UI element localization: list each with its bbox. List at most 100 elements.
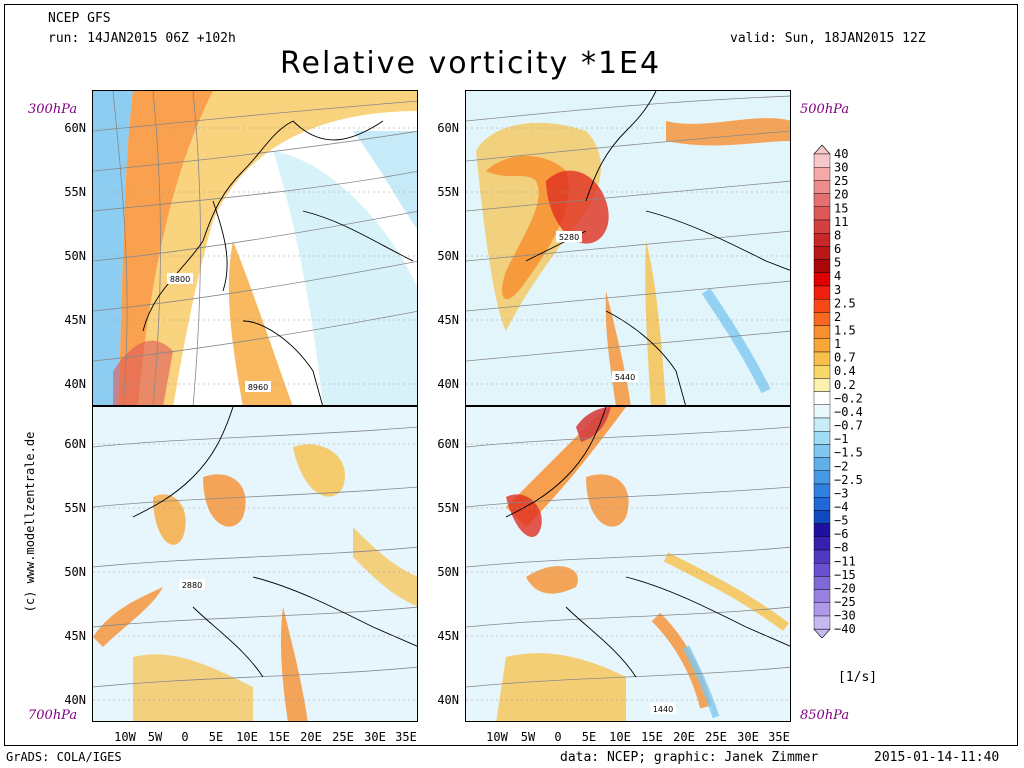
- colorbar-swatch: [813, 510, 831, 524]
- colorbar-swatch: [813, 404, 831, 419]
- lon-label-r-30e: 30E: [737, 730, 759, 744]
- colorbar-swatch: [813, 589, 831, 604]
- colorbar-swatch: [813, 602, 831, 617]
- colorbar-swatch: [813, 457, 831, 472]
- colorbar-tick-label: 1: [834, 337, 841, 351]
- colorbar-swatch: [813, 285, 831, 300]
- lon-label-r-5w: 5W: [520, 730, 536, 744]
- panel-700hpa: 2880: [92, 406, 418, 722]
- colorbar-tick-label: 25: [834, 174, 848, 188]
- colorbar-tick-label: −0.4: [834, 405, 863, 419]
- colorbar-tick-label: 20: [834, 188, 848, 202]
- colorbar-swatch: [813, 444, 831, 458]
- lon-label-r-15e: 15E: [641, 730, 663, 744]
- colorbar-swatch: [813, 167, 831, 181]
- vorticity-map-850: 1440: [466, 407, 790, 721]
- colorbar-tick-label: −1.5: [834, 446, 863, 460]
- colorbar-swatch: [813, 325, 831, 340]
- colorbar-swatch: [813, 483, 831, 498]
- contour-label-850: 1440: [653, 705, 673, 714]
- level-label-500: 500hPa: [800, 102, 850, 117]
- colorbar-tick-label: −2.5: [834, 473, 863, 487]
- panel-300hpa: 8800 8960: [92, 90, 418, 406]
- colorbar-swatch: [813, 246, 831, 260]
- vorticity-map-500: 5280 5440: [466, 91, 790, 405]
- colorbar-swatch: [813, 417, 831, 432]
- lon-label-r-0: 0: [554, 730, 562, 744]
- colorbar-tick-label: 1.5: [834, 324, 856, 338]
- colorbar-tick-label: −8: [834, 541, 848, 555]
- colorbar-tick-label: −15: [834, 568, 856, 582]
- colorbar-tick-label: −25: [834, 595, 856, 609]
- colorbar-tick-label: −20: [834, 581, 856, 595]
- contour-label-700: 2880: [182, 581, 202, 590]
- colorbar-unit: [1/s]: [838, 670, 878, 685]
- colorbar-swatch: [813, 232, 831, 247]
- lon-label-r-10w: 10W: [486, 730, 508, 744]
- lat-label-700-40n: 40N: [64, 693, 86, 707]
- footer-timestamp: 2015-01-14-11:40: [874, 750, 1000, 765]
- level-label-300: 300hPa: [28, 102, 78, 117]
- lon-label-l-30e: 30E: [364, 730, 386, 744]
- copyright-text: (c) www.modellzentrale.de: [23, 431, 37, 613]
- colorbar-swatch: [813, 206, 831, 221]
- contour-label-500b: 5440: [615, 373, 635, 382]
- lat-label-850-50n: 50N: [437, 565, 459, 579]
- run-label: run: 14JAN2015 06Z +102h: [48, 31, 236, 46]
- lat-label-850-40n: 40N: [437, 693, 459, 707]
- colorbar-tick-label: 40: [834, 147, 848, 161]
- colorbar-swatch: [813, 193, 831, 207]
- colorbar-tick-label: 3: [834, 283, 841, 297]
- colorbar-tick-label: 0.2: [834, 378, 856, 392]
- colorbar-top-arrow: [813, 144, 831, 155]
- footer-credits: data: NCEP; graphic: Janek Zimmer: [560, 750, 819, 765]
- colorbar-swatch: [813, 272, 831, 287]
- lat-label-500-55n: 55N: [437, 185, 459, 199]
- lon-label-l-10w: 10W: [114, 730, 136, 744]
- colorbar-swatch: [813, 615, 831, 630]
- lat-label-700-55n: 55N: [64, 501, 86, 515]
- colorbar-tick-label: −11: [834, 554, 856, 568]
- colorbar-swatch: [813, 180, 831, 194]
- lat-label-500-40n: 40N: [437, 377, 459, 391]
- valid-label: valid: Sun, 18JAN2015 12Z: [730, 31, 926, 46]
- colorbar-swatch: [813, 563, 831, 577]
- colorbar-tick-label: 30: [834, 161, 848, 175]
- lon-label-l-5w: 5W: [147, 730, 163, 744]
- colorbar-swatch: [813, 153, 831, 168]
- colorbar-tick-label: −3: [834, 486, 848, 500]
- lat-label-500-60n: 60N: [437, 121, 459, 135]
- colorbar-tick-label: 2.5: [834, 296, 856, 310]
- lat-label-500-50n: 50N: [437, 249, 459, 263]
- colorbar: 403025201511865432.521.510.70.40.2−0.2−0…: [813, 144, 863, 638]
- lat-label-850-45n: 45N: [437, 629, 459, 643]
- colorbar-tick-label: −0.7: [834, 419, 863, 433]
- lat-label-300-45n: 45N: [64, 313, 86, 327]
- lat-label-850-60n: 60N: [437, 437, 459, 451]
- level-label-850: 850hPa: [800, 708, 850, 723]
- colorbar-swatch: [813, 364, 831, 379]
- colorbar-swatch: [813, 497, 831, 511]
- colorbar-tick-label: −5: [834, 514, 848, 528]
- colorbar-tick-label: 8: [834, 228, 841, 242]
- colorbar-tick-label: −4: [834, 500, 848, 514]
- colorbar-tick-label: −6: [834, 527, 848, 541]
- colorbar-tick-label: 2: [834, 310, 841, 324]
- contour-label-300b: 8960: [248, 383, 268, 392]
- panel-500hpa: 5280 5440: [465, 90, 791, 406]
- colorbar-tick-label: 6: [834, 242, 841, 256]
- colorbar-tick-label: −2: [834, 459, 848, 473]
- colorbar-swatch: [813, 549, 831, 564]
- lon-label-r-25e: 25E: [705, 730, 727, 744]
- lat-label-300-55n: 55N: [64, 185, 86, 199]
- colorbar-swatch: [813, 378, 831, 392]
- colorbar-swatch: [813, 391, 831, 406]
- contour-label-300: 8800: [170, 275, 190, 284]
- lon-label-l-25e: 25E: [332, 730, 354, 744]
- level-label-700: 700hPa: [28, 708, 78, 723]
- colorbar-swatch: [813, 351, 831, 366]
- colorbar-swatch: [813, 219, 831, 234]
- colorbar-swatch: [813, 312, 831, 326]
- lat-label-700-45n: 45N: [64, 629, 86, 643]
- colorbar-swatch: [813, 298, 831, 313]
